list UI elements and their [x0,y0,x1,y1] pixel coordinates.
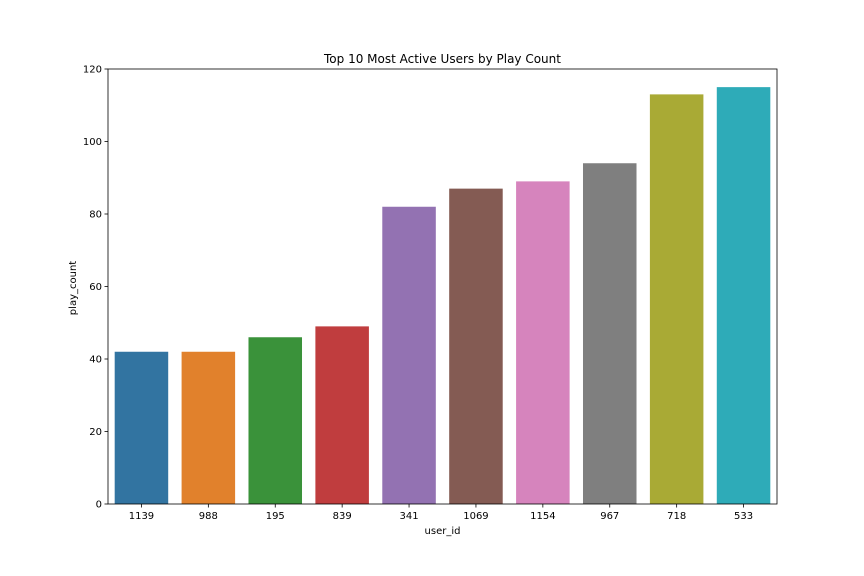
x-tick-label-1069: 1069 [463,511,488,522]
x-tick-label-1154: 1154 [530,511,555,522]
x-tick-label-718: 718 [667,511,686,522]
y-tick-label-80: 80 [89,210,102,221]
y-tick-label-40: 40 [89,355,102,366]
x-axis: 1139 988 195 839 341 1069 1154 967 718 533 [129,504,753,522]
bar-718 [649,94,704,505]
bar-341 [382,206,436,504]
x-tick-label-988: 988 [199,511,218,522]
bar-1069 [449,188,503,505]
x-tick-label-839: 839 [333,511,352,522]
x-tick-label-967: 967 [600,511,619,522]
bar-195 [248,337,303,504]
bar-1154 [516,181,570,505]
bar-533 [716,87,771,505]
bar-988 [181,351,236,504]
y-tick-label-0: 0 [96,500,102,511]
y-tick-label-60: 60 [89,282,102,293]
x-tick-label-195: 195 [266,511,285,522]
y-tick-label-20: 20 [89,427,102,438]
x-axis-label: user_id [425,526,461,537]
x-tick-label-1139: 1139 [129,511,154,522]
x-tick-label-341: 341 [400,511,419,522]
y-axis: 0 20 40 60 80 100 120 [83,65,108,511]
y-tick-label-120: 120 [83,65,102,76]
x-tick-label-533: 533 [734,511,753,522]
y-tick-label-100: 100 [83,137,102,148]
bar-839 [315,326,369,505]
plot-area [107,68,778,505]
y-axis-label: play_count [68,261,79,315]
chart-title: Top 10 Most Active Users by Play Count [323,52,561,66]
bar-967 [582,163,637,504]
bar-1139 [114,351,169,504]
